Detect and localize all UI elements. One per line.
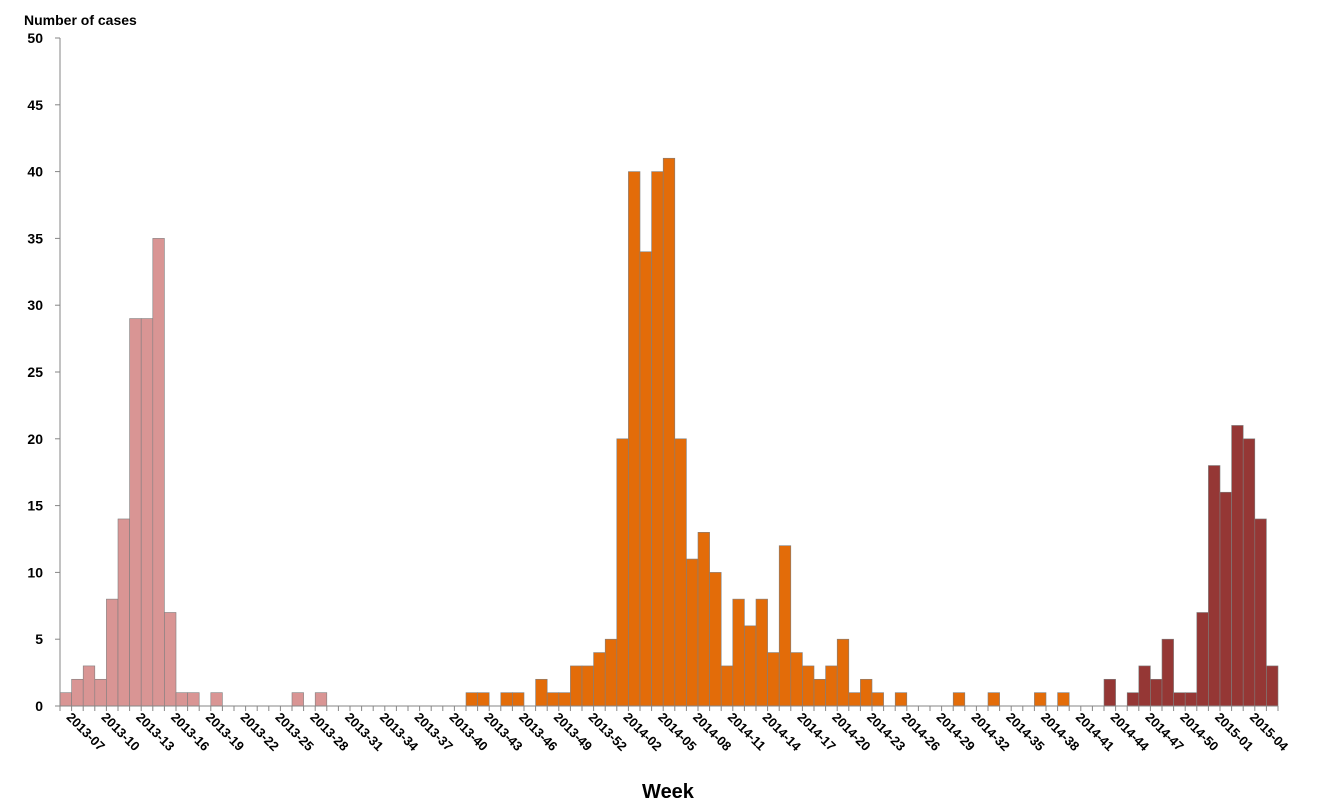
- y-tick-label: 45: [27, 97, 43, 113]
- bar: [651, 171, 664, 707]
- y-tick-label: 25: [27, 364, 43, 380]
- y-axis-ticks: 0 5 10 15 20 25 30 35 40 45 50: [27, 30, 60, 714]
- bars: [59, 157, 1279, 707]
- bar: [686, 558, 699, 707]
- bar: [1184, 692, 1198, 707]
- y-tick-label: 30: [27, 297, 43, 313]
- bar: [848, 692, 861, 707]
- bar: [558, 692, 571, 707]
- bar: [697, 532, 710, 707]
- bar: [117, 518, 130, 707]
- bar: [1057, 692, 1070, 707]
- bar: [1034, 692, 1047, 707]
- bar: [187, 692, 200, 707]
- bar: [1242, 438, 1256, 707]
- bar: [593, 652, 606, 707]
- bar: [790, 652, 803, 707]
- x-tick-label: 2015-04: [1247, 710, 1292, 755]
- bar: [1196, 612, 1209, 707]
- y-tick-label: 15: [27, 498, 43, 514]
- bar: [140, 318, 154, 707]
- x-axis-label: Week: [642, 781, 695, 803]
- bar: [860, 678, 873, 707]
- bar: [1266, 665, 1279, 707]
- bar: [604, 638, 618, 707]
- bar: [813, 678, 826, 707]
- bar: [1254, 518, 1267, 707]
- bar: [1219, 491, 1232, 707]
- bar: [720, 665, 734, 707]
- bar: [1150, 678, 1163, 707]
- bar: [106, 598, 119, 707]
- bar: [825, 665, 838, 707]
- y-tick-label: 10: [27, 564, 43, 580]
- bar: [210, 692, 223, 707]
- bar: [465, 692, 478, 707]
- bar: [802, 665, 815, 707]
- y-tick-label: 40: [27, 164, 43, 180]
- bar: [82, 665, 96, 707]
- y-tick-label: 35: [27, 230, 43, 246]
- y-tick-label: 50: [27, 30, 43, 46]
- bar: [616, 438, 629, 707]
- bar: [987, 692, 1000, 707]
- x-tick-label: 2014-11: [725, 710, 769, 754]
- bar: [1126, 692, 1140, 707]
- bar: [1173, 692, 1186, 707]
- bar: [952, 692, 966, 707]
- bar: [674, 438, 687, 707]
- bar: [71, 678, 84, 707]
- bar: [291, 692, 304, 707]
- y-tick-label: 5: [35, 631, 43, 647]
- bar: [767, 652, 780, 707]
- bar: [175, 692, 188, 707]
- x-axis-ticks: 2013-072013-102013-132013-162013-192013-…: [64, 710, 1292, 755]
- y-tick-label: 20: [27, 431, 43, 447]
- bar: [314, 692, 328, 707]
- y-tick-label: 0: [35, 698, 43, 714]
- axes: [59, 38, 1279, 711]
- bar: [628, 171, 641, 707]
- bar: [129, 318, 142, 707]
- bar: [1208, 465, 1221, 707]
- bar: [477, 692, 490, 707]
- bar: [570, 665, 583, 707]
- bar: [744, 625, 757, 707]
- bar: [535, 678, 548, 707]
- bar: [871, 692, 884, 707]
- bar: [164, 612, 177, 707]
- bar: [500, 692, 513, 707]
- y-axis-label: Number of cases: [24, 12, 137, 28]
- bar: [732, 598, 745, 707]
- bar: [581, 665, 594, 707]
- bar: [1138, 665, 1151, 707]
- bar: [709, 572, 722, 707]
- bar: [662, 157, 676, 707]
- bar: [1103, 678, 1116, 707]
- bar: [546, 692, 560, 707]
- bar: [639, 251, 652, 707]
- bar: [152, 238, 165, 707]
- bar: [94, 678, 107, 707]
- bar: [778, 545, 792, 707]
- bar: [512, 692, 525, 707]
- bar: [1231, 425, 1244, 707]
- bar: [1161, 638, 1174, 707]
- bar: [836, 638, 850, 707]
- bar: [755, 598, 768, 707]
- bar: [59, 692, 72, 707]
- bar: [894, 692, 908, 707]
